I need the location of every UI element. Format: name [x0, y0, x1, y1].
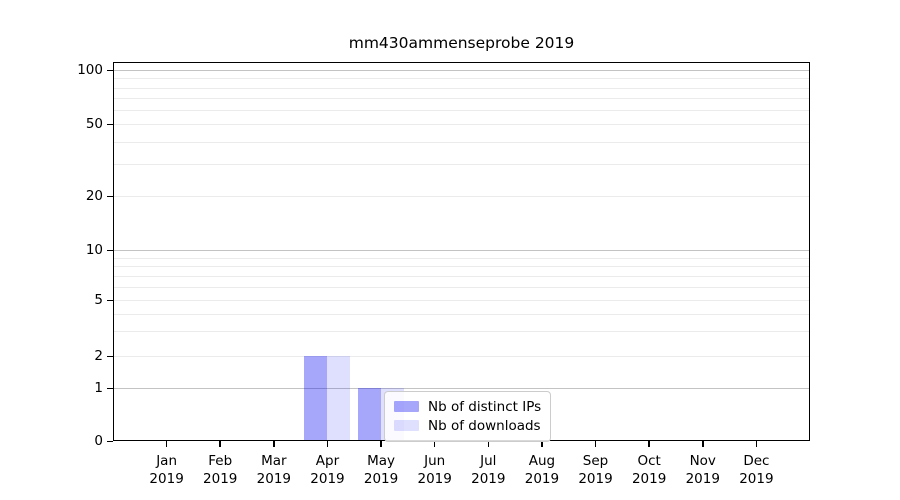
minor-gridline	[113, 276, 810, 277]
x-label-month: Jan	[156, 453, 178, 469]
x-axis-tick-label: Dec 2019	[724, 453, 788, 488]
x-axis-tick-label: Oct 2019	[617, 453, 681, 488]
chart-title: mm430ammenseprobe 2019	[348, 34, 575, 52]
x-axis-tick-label: May 2019	[349, 453, 413, 488]
x-label-year: 2019	[203, 470, 238, 487]
minor-gridline	[113, 266, 810, 267]
y-axis-tick-label: 50	[85, 116, 103, 132]
x-axis-tick-label: Feb 2019	[188, 453, 252, 488]
x-label-year: 2019	[578, 470, 613, 487]
x-label-year: 2019	[149, 470, 184, 487]
legend-label: Nb of downloads	[428, 417, 541, 434]
x-axis-tick-label: Mar 2019	[242, 453, 306, 488]
x-label-month: Aug	[528, 453, 556, 469]
x-label-month: Dec	[743, 453, 770, 469]
x-label-year: 2019	[471, 470, 506, 487]
x-label-month: Apr	[315, 453, 340, 469]
major-gridline	[113, 70, 810, 71]
plot-area	[113, 62, 810, 441]
minor-gridline	[113, 257, 810, 259]
bar-distinct-ips	[304, 356, 328, 441]
x-axis-tick-label: Nov 2019	[671, 453, 735, 488]
x-label-month: Mar	[261, 453, 287, 469]
y-axis-tick-label: 100	[77, 62, 103, 78]
legend-item: Nb of distinct IPs	[394, 397, 541, 416]
x-label-month: Oct	[637, 453, 661, 469]
legend-swatch-downloads	[394, 420, 419, 431]
x-label-year: 2019	[417, 470, 452, 487]
x-label-month: May	[367, 453, 396, 469]
x-axis-tick-label: Jun 2019	[403, 453, 467, 488]
major-gridline	[113, 388, 810, 389]
x-axis-tick	[326, 441, 329, 447]
x-axis-tick-label: Jul 2019	[456, 453, 520, 488]
y-axis-tick-label: 2	[94, 348, 103, 364]
y-axis-tick-label: 0	[94, 433, 103, 449]
minor-gridline	[113, 78, 810, 79]
x-label-year: 2019	[739, 470, 774, 487]
bar-distinct-ips	[358, 388, 382, 441]
x-label-month: Sep	[582, 453, 609, 469]
major-gridline	[113, 250, 810, 251]
x-axis-tick	[380, 441, 382, 447]
y-axis-tick-label: 10	[85, 242, 103, 258]
minor-gridline	[113, 164, 810, 165]
x-axis-tick	[165, 441, 168, 447]
legend-item: Nb of downloads	[394, 416, 541, 435]
x-label-year: 2019	[256, 470, 292, 487]
x-label-year: 2019	[685, 470, 720, 487]
x-label-year: 2019	[310, 470, 345, 487]
legend-label: Nb of distinct IPs	[428, 398, 542, 415]
minor-gridline	[113, 287, 810, 288]
axes-spine	[113, 62, 810, 441]
x-axis-tick-label: Sep 2019	[564, 453, 628, 488]
x-axis-tick-label: Apr 2019	[295, 453, 359, 488]
minor-gridline	[113, 98, 810, 99]
x-axis-tick	[702, 441, 704, 447]
y-axis-tick-label: 5	[94, 292, 103, 308]
major-gridline	[113, 300, 810, 301]
x-label-month: Jul	[480, 453, 497, 469]
x-axis-tick	[755, 441, 758, 447]
x-axis-tick	[273, 441, 275, 447]
major-gridline	[113, 124, 810, 125]
x-axis-tick	[648, 441, 650, 447]
x-label-year: 2019	[363, 470, 399, 487]
major-gridline	[113, 356, 810, 357]
legend: Nb of distinct IPs Nb of downloads	[384, 391, 552, 442]
x-axis-tick	[594, 441, 597, 447]
x-label-month: Nov	[689, 453, 716, 469]
x-label-year: 2019	[631, 470, 667, 487]
x-axis-tick	[219, 441, 221, 447]
bar-downloads	[327, 356, 351, 441]
x-label-month: Jun	[424, 453, 446, 469]
y-axis-tick-label: 1	[94, 380, 103, 396]
minor-gridline	[113, 87, 810, 89]
legend-swatch-distinct-ips	[394, 401, 419, 412]
x-label-month: Feb	[208, 453, 233, 469]
minor-gridline	[113, 314, 810, 315]
x-axis-tick-label: Jan 2019	[135, 453, 199, 488]
x-axis-tick-label: Aug 2019	[510, 453, 574, 488]
x-label-year: 2019	[524, 470, 560, 487]
minor-gridline	[113, 141, 810, 143]
minor-gridline	[113, 331, 810, 332]
major-gridline	[113, 196, 810, 197]
y-axis-tick-label: 20	[85, 188, 103, 204]
minor-gridline	[113, 110, 810, 111]
